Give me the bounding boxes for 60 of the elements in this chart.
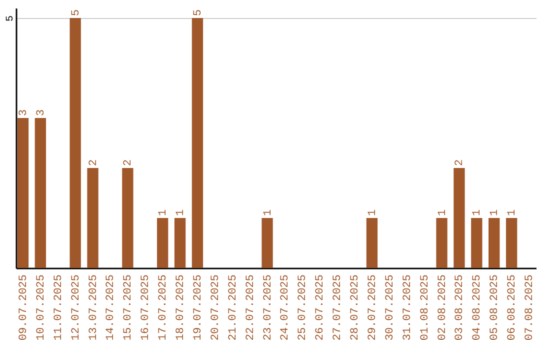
x-tick-label: 01.08.2025 [419, 274, 432, 340]
x-tick-label: 21.07.2025 [227, 274, 240, 340]
bar [87, 168, 98, 268]
data-label: 1 [506, 209, 519, 216]
x-tick-label: 19.07.2025 [192, 274, 204, 340]
data-label: 2 [122, 159, 135, 166]
bar [34, 118, 46, 268]
data-label: 1 [262, 209, 274, 216]
bar [436, 218, 448, 268]
bar [454, 168, 465, 268]
bar [366, 218, 378, 268]
x-tick-label: 12.07.2025 [70, 274, 82, 340]
x-tick-label: 11.07.2025 [52, 274, 65, 340]
bar [17, 118, 29, 268]
x-tick-label: 03.08.2025 [454, 274, 466, 340]
data-label: 2 [454, 159, 466, 166]
data-label: 1 [158, 209, 170, 216]
x-tick-label: 15.07.2025 [122, 274, 135, 340]
x-tick-label: 23.07.2025 [262, 274, 274, 340]
bar [471, 218, 482, 268]
x-tick-label: 18.07.2025 [175, 274, 188, 340]
x-tick-label: 02.08.2025 [436, 274, 449, 340]
bar [192, 18, 204, 268]
x-tick-label: 26.07.2025 [314, 274, 327, 340]
x-tick-label: 14.07.2025 [105, 274, 118, 340]
x-tick-label: 09.07.2025 [18, 274, 30, 340]
x-tick-label: 31.07.2025 [402, 274, 414, 340]
bar [122, 168, 134, 268]
x-tick-label: 28.07.2025 [350, 274, 362, 340]
data-label: 1 [175, 209, 188, 216]
bar [174, 218, 186, 268]
x-tick-label: 20.07.2025 [210, 274, 222, 340]
x-tick-label: 16.07.2025 [140, 274, 152, 340]
data-label: 5 [70, 9, 82, 16]
x-tick-label: 06.08.2025 [506, 274, 519, 340]
data-label: 3 [18, 109, 30, 116]
x-tick-label: 30.07.2025 [384, 274, 396, 340]
x-tick-label: 07.08.2025 [524, 274, 536, 340]
x-tick-label: 10.07.2025 [35, 274, 48, 340]
bar [156, 218, 168, 268]
data-label: 1 [366, 209, 379, 216]
x-tick-label: 13.07.2025 [88, 274, 100, 340]
data-label: 1 [489, 209, 502, 216]
data-label: 1 [472, 209, 484, 216]
x-tick-label: 04.08.2025 [472, 274, 484, 340]
data-label: 3 [35, 109, 48, 116]
bar [488, 218, 500, 268]
bar [506, 218, 518, 268]
x-tick-label: 25.07.2025 [297, 274, 310, 340]
bar [70, 18, 81, 268]
x-tick-label: 29.07.2025 [366, 274, 379, 340]
data-label: 5 [192, 9, 204, 16]
data-label: 2 [88, 159, 100, 166]
x-tick-label: 24.07.2025 [280, 274, 292, 340]
data-label: 1 [436, 209, 449, 216]
x-tick-label: 17.07.2025 [158, 274, 170, 340]
x-tick-label: 05.08.2025 [489, 274, 502, 340]
x-tick-label: 27.07.2025 [332, 274, 344, 340]
bar [262, 218, 273, 268]
x-tick-label: 22.07.2025 [244, 274, 257, 340]
